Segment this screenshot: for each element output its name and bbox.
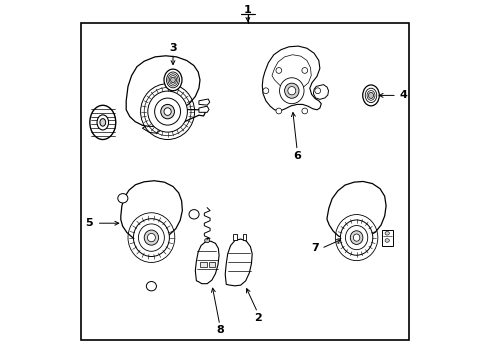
Ellipse shape [97,115,109,130]
Ellipse shape [345,225,368,250]
Ellipse shape [118,194,128,203]
Polygon shape [126,56,205,128]
Polygon shape [327,181,386,239]
Ellipse shape [100,118,106,126]
Ellipse shape [144,230,159,245]
Circle shape [276,68,282,73]
Ellipse shape [90,105,116,139]
Text: 8: 8 [216,325,223,336]
Ellipse shape [139,224,164,251]
Ellipse shape [167,72,179,88]
Text: 5: 5 [86,218,93,228]
Ellipse shape [363,85,379,106]
Polygon shape [200,262,207,267]
Ellipse shape [385,231,390,235]
Bar [81,23,409,340]
Ellipse shape [171,77,175,83]
Ellipse shape [155,98,180,125]
Ellipse shape [161,104,174,119]
Polygon shape [209,262,216,267]
Polygon shape [143,126,160,133]
Ellipse shape [365,88,377,103]
Polygon shape [121,181,182,241]
Polygon shape [196,241,219,284]
Polygon shape [199,99,210,105]
Ellipse shape [353,234,360,241]
Circle shape [302,108,308,114]
Polygon shape [262,46,321,111]
Ellipse shape [189,210,199,219]
Ellipse shape [133,219,170,256]
Ellipse shape [164,108,171,115]
Polygon shape [233,234,237,240]
Ellipse shape [147,233,155,242]
Circle shape [302,68,308,73]
Text: 2: 2 [254,312,262,323]
Polygon shape [243,234,246,240]
Ellipse shape [285,83,299,98]
Text: 4: 4 [399,90,407,100]
Polygon shape [382,230,392,246]
Circle shape [276,108,282,114]
Polygon shape [225,239,252,286]
Ellipse shape [368,92,373,98]
Ellipse shape [164,69,182,91]
Text: 3: 3 [169,42,177,53]
Circle shape [315,88,320,94]
Ellipse shape [385,239,390,242]
Ellipse shape [148,91,187,132]
Ellipse shape [288,87,296,95]
Text: 7: 7 [311,243,319,253]
Ellipse shape [205,238,210,243]
Text: 1: 1 [244,5,252,15]
Ellipse shape [341,220,373,255]
Ellipse shape [147,282,156,291]
Polygon shape [199,106,209,112]
Text: 6: 6 [293,150,301,161]
Ellipse shape [350,231,363,244]
Circle shape [263,88,269,94]
Ellipse shape [280,78,304,104]
Polygon shape [314,85,328,99]
